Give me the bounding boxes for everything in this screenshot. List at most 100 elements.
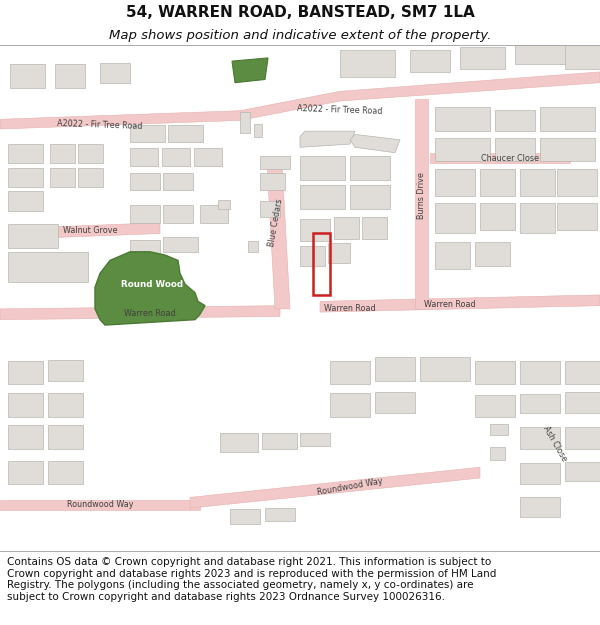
Bar: [130, 148, 158, 166]
Bar: [300, 185, 345, 209]
Text: Ash Close: Ash Close: [541, 424, 569, 462]
Bar: [300, 219, 330, 241]
Bar: [435, 138, 490, 161]
Bar: [265, 508, 295, 521]
Bar: [565, 392, 600, 413]
Text: Map shows position and indicative extent of the property.: Map shows position and indicative extent…: [109, 29, 491, 42]
Bar: [557, 203, 597, 230]
Bar: [495, 138, 535, 161]
Polygon shape: [0, 72, 600, 129]
Bar: [375, 357, 415, 381]
Polygon shape: [267, 164, 290, 309]
Text: Walnut Grove: Walnut Grove: [63, 226, 117, 235]
Bar: [520, 428, 560, 449]
Bar: [520, 394, 560, 413]
Bar: [520, 169, 555, 196]
Bar: [350, 185, 390, 209]
Bar: [55, 64, 85, 88]
Bar: [200, 206, 228, 222]
Bar: [375, 392, 415, 413]
Text: 54, WARREN ROAD, BANSTEAD, SM7 1LA: 54, WARREN ROAD, BANSTEAD, SM7 1LA: [125, 5, 475, 20]
Bar: [163, 173, 193, 191]
Bar: [260, 201, 280, 217]
Bar: [8, 461, 43, 484]
Bar: [480, 203, 515, 230]
Text: Chaucer Close: Chaucer Close: [481, 154, 539, 162]
Bar: [260, 156, 290, 169]
Bar: [163, 237, 198, 252]
Bar: [194, 148, 222, 166]
Bar: [520, 361, 560, 384]
Bar: [435, 107, 490, 131]
Bar: [260, 173, 285, 191]
Bar: [130, 240, 160, 255]
Polygon shape: [95, 252, 205, 325]
Bar: [50, 168, 75, 187]
Text: A2022 - Fir Tree Road: A2022 - Fir Tree Road: [57, 119, 143, 131]
Text: A2022 - Fir Tree Road: A2022 - Fir Tree Road: [297, 104, 383, 116]
Bar: [495, 109, 535, 131]
Bar: [240, 112, 250, 133]
Bar: [490, 447, 505, 460]
Text: Warren Road: Warren Road: [324, 304, 376, 313]
Bar: [262, 432, 297, 449]
Bar: [435, 203, 475, 234]
Text: Roundwood Way: Roundwood Way: [67, 501, 133, 509]
Bar: [475, 242, 510, 266]
Bar: [520, 498, 560, 517]
Bar: [557, 169, 597, 196]
Bar: [460, 47, 505, 69]
Polygon shape: [190, 468, 480, 508]
Bar: [540, 107, 595, 131]
Text: Contains OS data © Crown copyright and database right 2021. This information is : Contains OS data © Crown copyright and d…: [7, 557, 497, 602]
Bar: [565, 42, 600, 69]
Bar: [362, 217, 387, 239]
Bar: [130, 125, 165, 142]
Bar: [490, 424, 508, 435]
Bar: [565, 428, 600, 449]
Bar: [220, 432, 258, 452]
Text: Warren Road: Warren Road: [124, 309, 176, 318]
Bar: [520, 463, 560, 484]
Bar: [480, 169, 515, 196]
Bar: [78, 168, 103, 187]
Bar: [565, 462, 600, 481]
Bar: [248, 241, 258, 252]
Text: Burns Drive: Burns Drive: [416, 173, 425, 219]
Bar: [130, 173, 160, 191]
Polygon shape: [320, 295, 600, 312]
Bar: [8, 425, 43, 449]
Bar: [540, 138, 595, 161]
Text: Warren Road: Warren Road: [424, 300, 476, 309]
Bar: [8, 361, 43, 384]
Polygon shape: [415, 99, 428, 309]
Bar: [420, 357, 470, 381]
Bar: [168, 125, 203, 142]
Bar: [330, 361, 370, 384]
Bar: [130, 206, 160, 222]
Bar: [435, 169, 475, 196]
Text: Round Wood: Round Wood: [121, 279, 183, 289]
Text: Roundwood Way: Roundwood Way: [316, 476, 383, 497]
Bar: [340, 51, 395, 78]
Bar: [8, 144, 43, 164]
Bar: [300, 156, 345, 179]
Bar: [48, 393, 83, 417]
Bar: [8, 168, 43, 187]
Bar: [435, 242, 470, 269]
Bar: [230, 509, 260, 524]
Bar: [565, 361, 600, 384]
Bar: [475, 361, 515, 384]
Polygon shape: [232, 58, 268, 82]
Bar: [300, 432, 330, 446]
Bar: [410, 51, 450, 72]
Bar: [8, 224, 58, 248]
Polygon shape: [300, 131, 355, 148]
Bar: [330, 393, 370, 417]
Bar: [475, 395, 515, 417]
Bar: [78, 144, 103, 164]
Bar: [8, 393, 43, 417]
Bar: [520, 203, 555, 234]
Bar: [100, 63, 130, 82]
Bar: [10, 64, 45, 88]
